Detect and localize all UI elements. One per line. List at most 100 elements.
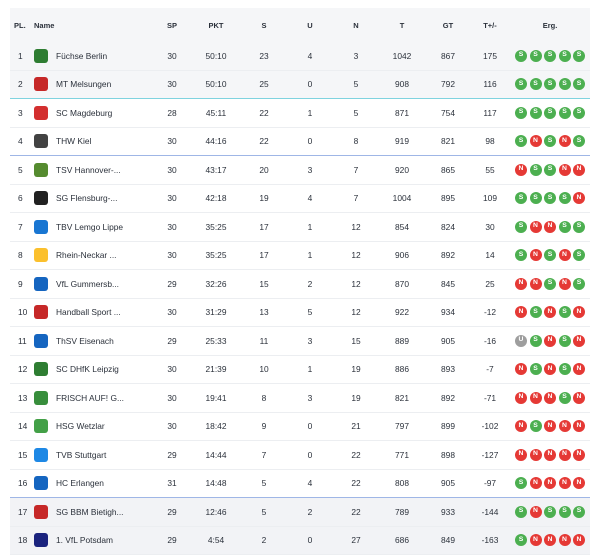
result-badge[interactable]: S bbox=[544, 78, 556, 91]
team-name[interactable]: THW Kiel bbox=[56, 136, 92, 147]
result-badge[interactable]: N bbox=[529, 277, 542, 290]
result-badge[interactable]: N bbox=[573, 448, 585, 461]
table-row[interactable]: 1 Füchse Berlin 30 50:10 23 4 3 1042 867 175 S S S S S bbox=[10, 42, 590, 70]
result-badge[interactable]: S bbox=[515, 249, 527, 262]
result-badge[interactable]: S bbox=[515, 534, 527, 547]
table-row[interactable]: 18 1. VfL Potsdam 29 4:54 2 0 27 686 849 -163 S N N N… bbox=[10, 526, 590, 555]
result-badge[interactable]: N bbox=[544, 220, 556, 233]
result-badge[interactable]: S bbox=[544, 106, 556, 119]
result-badge[interactable]: N bbox=[573, 391, 585, 404]
result-badge[interactable]: N bbox=[544, 477, 556, 490]
team-cell[interactable]: SC Magdeburg bbox=[34, 105, 154, 120]
result-badge[interactable]: N bbox=[515, 448, 527, 461]
table-row[interactable]: 5 TSV Hannover-... 30 43:17 20 3 7 920 865 55 N S S N… bbox=[10, 156, 590, 184]
team-name[interactable]: FRISCH AUF! G... bbox=[56, 392, 124, 403]
result-badge[interactable]: S bbox=[558, 391, 571, 404]
team-cell[interactable]: 1. VfL Potsdam bbox=[34, 533, 154, 548]
result-badge[interactable]: S bbox=[558, 363, 571, 376]
table-row[interactable]: 15 TVB Stuttgart 29 14:44 7 0 22 771 898 -127 N N N N… bbox=[10, 441, 590, 469]
result-badge[interactable]: S bbox=[544, 249, 556, 262]
team-name[interactable]: MT Melsungen bbox=[56, 79, 112, 90]
result-badge[interactable]: S bbox=[544, 505, 556, 518]
result-badge[interactable]: S bbox=[515, 106, 527, 119]
team-cell[interactable]: SC DHfK Leipzig bbox=[34, 362, 154, 377]
result-badge[interactable]: N bbox=[529, 391, 542, 404]
result-badge[interactable]: S bbox=[558, 505, 571, 518]
table-row[interactable]: 7 TBV Lemgo Lippe 30 35:25 17 1 12 854 824 30 S N N S… bbox=[10, 213, 590, 241]
team-name[interactable]: Handball Sport ... bbox=[56, 307, 121, 318]
result-badge[interactable]: N bbox=[558, 135, 571, 148]
result-badge[interactable]: N bbox=[573, 534, 585, 547]
result-badge[interactable]: S bbox=[573, 220, 585, 233]
result-badge[interactable]: S bbox=[558, 192, 571, 205]
result-badge[interactable]: N bbox=[544, 420, 556, 433]
team-cell[interactable]: HSG Wetzlar bbox=[34, 419, 154, 434]
result-badge[interactable]: N bbox=[558, 534, 571, 547]
team-name[interactable]: Rhein-Neckar ... bbox=[56, 250, 117, 261]
result-badge[interactable]: N bbox=[529, 534, 542, 547]
team-name[interactable]: ThSV Eisenach bbox=[56, 335, 114, 346]
result-badge[interactable]: S bbox=[544, 192, 556, 205]
table-row[interactable]: 13 FRISCH AUF! G... 30 19:41 8 3 19 821 892 -71 N N… bbox=[10, 384, 590, 412]
team-cell[interactable]: THW Kiel bbox=[34, 134, 154, 149]
table-row[interactable]: 6 SG Flensburg-... 30 42:18 19 4 7 1004 895 109 S S… bbox=[10, 184, 590, 213]
team-cell[interactable]: Handball Sport ... bbox=[34, 305, 154, 320]
team-cell[interactable]: TSV Hannover-... bbox=[34, 162, 154, 177]
result-badge[interactable]: N bbox=[558, 249, 571, 262]
team-cell[interactable]: Füchse Berlin bbox=[34, 48, 154, 63]
result-badge[interactable]: S bbox=[573, 78, 585, 91]
table-row[interactable]: 16 HC Erlangen 31 14:48 5 4 22 808 905 -97 S N N N N bbox=[10, 469, 590, 498]
result-badge[interactable]: N bbox=[544, 391, 556, 404]
team-cell[interactable]: SG Flensburg-... bbox=[34, 191, 154, 206]
team-name[interactable]: TSV Hannover-... bbox=[56, 164, 121, 175]
result-badge[interactable]: N bbox=[529, 135, 542, 148]
result-badge[interactable]: N bbox=[573, 163, 585, 176]
table-row[interactable]: 3 SC Magdeburg 28 45:11 22 1 5 871 754 117 S S S S S bbox=[10, 99, 590, 127]
result-badge[interactable]: N bbox=[515, 306, 527, 319]
result-badge[interactable]: N bbox=[558, 448, 571, 461]
result-badge[interactable]: S bbox=[558, 106, 571, 119]
team-cell[interactable]: TBV Lemgo Lippe bbox=[34, 219, 154, 234]
result-badge[interactable]: S bbox=[558, 220, 571, 233]
table-row[interactable]: 10 Handball Sport ... 30 31:29 13 5 12 922 934 -1… bbox=[10, 298, 590, 327]
result-badge[interactable]: S bbox=[529, 192, 542, 205]
result-badge[interactable]: N bbox=[515, 420, 527, 433]
result-badge[interactable]: S bbox=[529, 106, 542, 119]
table-row[interactable]: 2 MT Melsungen 30 50:10 25 0 5 908 792 116 S S S S S bbox=[10, 70, 590, 99]
result-badge[interactable]: S bbox=[573, 249, 585, 262]
table-row[interactable]: 14 HSG Wetzlar 30 18:42 9 0 21 797 899 -102 N S N N N bbox=[10, 412, 590, 441]
result-badge[interactable]: S bbox=[544, 163, 556, 176]
team-cell[interactable]: MT Melsungen bbox=[34, 77, 154, 92]
team-cell[interactable]: HC Erlangen bbox=[34, 476, 154, 491]
result-badge[interactable]: N bbox=[558, 420, 571, 433]
result-badge[interactable]: N bbox=[573, 420, 585, 433]
result-badge[interactable]: S bbox=[515, 78, 527, 91]
result-badge[interactable]: S bbox=[529, 78, 542, 91]
table-row[interactable]: 17 SG BBM Bietigh... 29 12:46 5 2 22 789 933 -144… bbox=[10, 497, 590, 526]
result-badge[interactable]: N bbox=[558, 163, 571, 176]
team-cell[interactable]: FRISCH AUF! G... bbox=[34, 390, 154, 405]
result-badge[interactable]: N bbox=[515, 391, 527, 404]
result-badge[interactable]: S bbox=[515, 477, 527, 490]
table-row[interactable]: 11 ThSV Eisenach 29 25:33 11 3 15 889 905 -16 U S N S… bbox=[10, 327, 590, 355]
result-badge[interactable]: S bbox=[544, 277, 556, 290]
result-badge[interactable]: N bbox=[573, 363, 585, 376]
result-badge[interactable]: S bbox=[515, 220, 527, 233]
result-badge[interactable]: N bbox=[515, 163, 527, 176]
team-cell[interactable]: ThSV Eisenach bbox=[34, 333, 154, 348]
table-row[interactable]: 12 SC DHfK Leipzig 30 21:39 10 1 19 886 893 -7 N S N… bbox=[10, 355, 590, 384]
team-name[interactable]: HC Erlangen bbox=[56, 478, 104, 489]
result-badge[interactable]: S bbox=[558, 78, 571, 91]
result-badge[interactable]: N bbox=[544, 363, 556, 376]
team-name[interactable]: SG BBM Bietigh... bbox=[56, 506, 124, 517]
result-badge[interactable]: N bbox=[515, 363, 527, 376]
result-badge[interactable]: N bbox=[573, 306, 585, 319]
table-row[interactable]: 8 Rhein-Neckar ... 30 35:25 17 1 12 906 892 14 S N S… bbox=[10, 241, 590, 270]
result-badge[interactable]: S bbox=[573, 277, 585, 290]
result-badge[interactable]: N bbox=[529, 249, 542, 262]
result-badge[interactable]: S bbox=[529, 420, 542, 433]
result-badge[interactable]: S bbox=[515, 135, 527, 148]
team-name[interactable]: SG Flensburg-... bbox=[56, 193, 118, 204]
result-badge[interactable]: N bbox=[529, 477, 542, 490]
result-badge[interactable]: S bbox=[529, 334, 542, 347]
